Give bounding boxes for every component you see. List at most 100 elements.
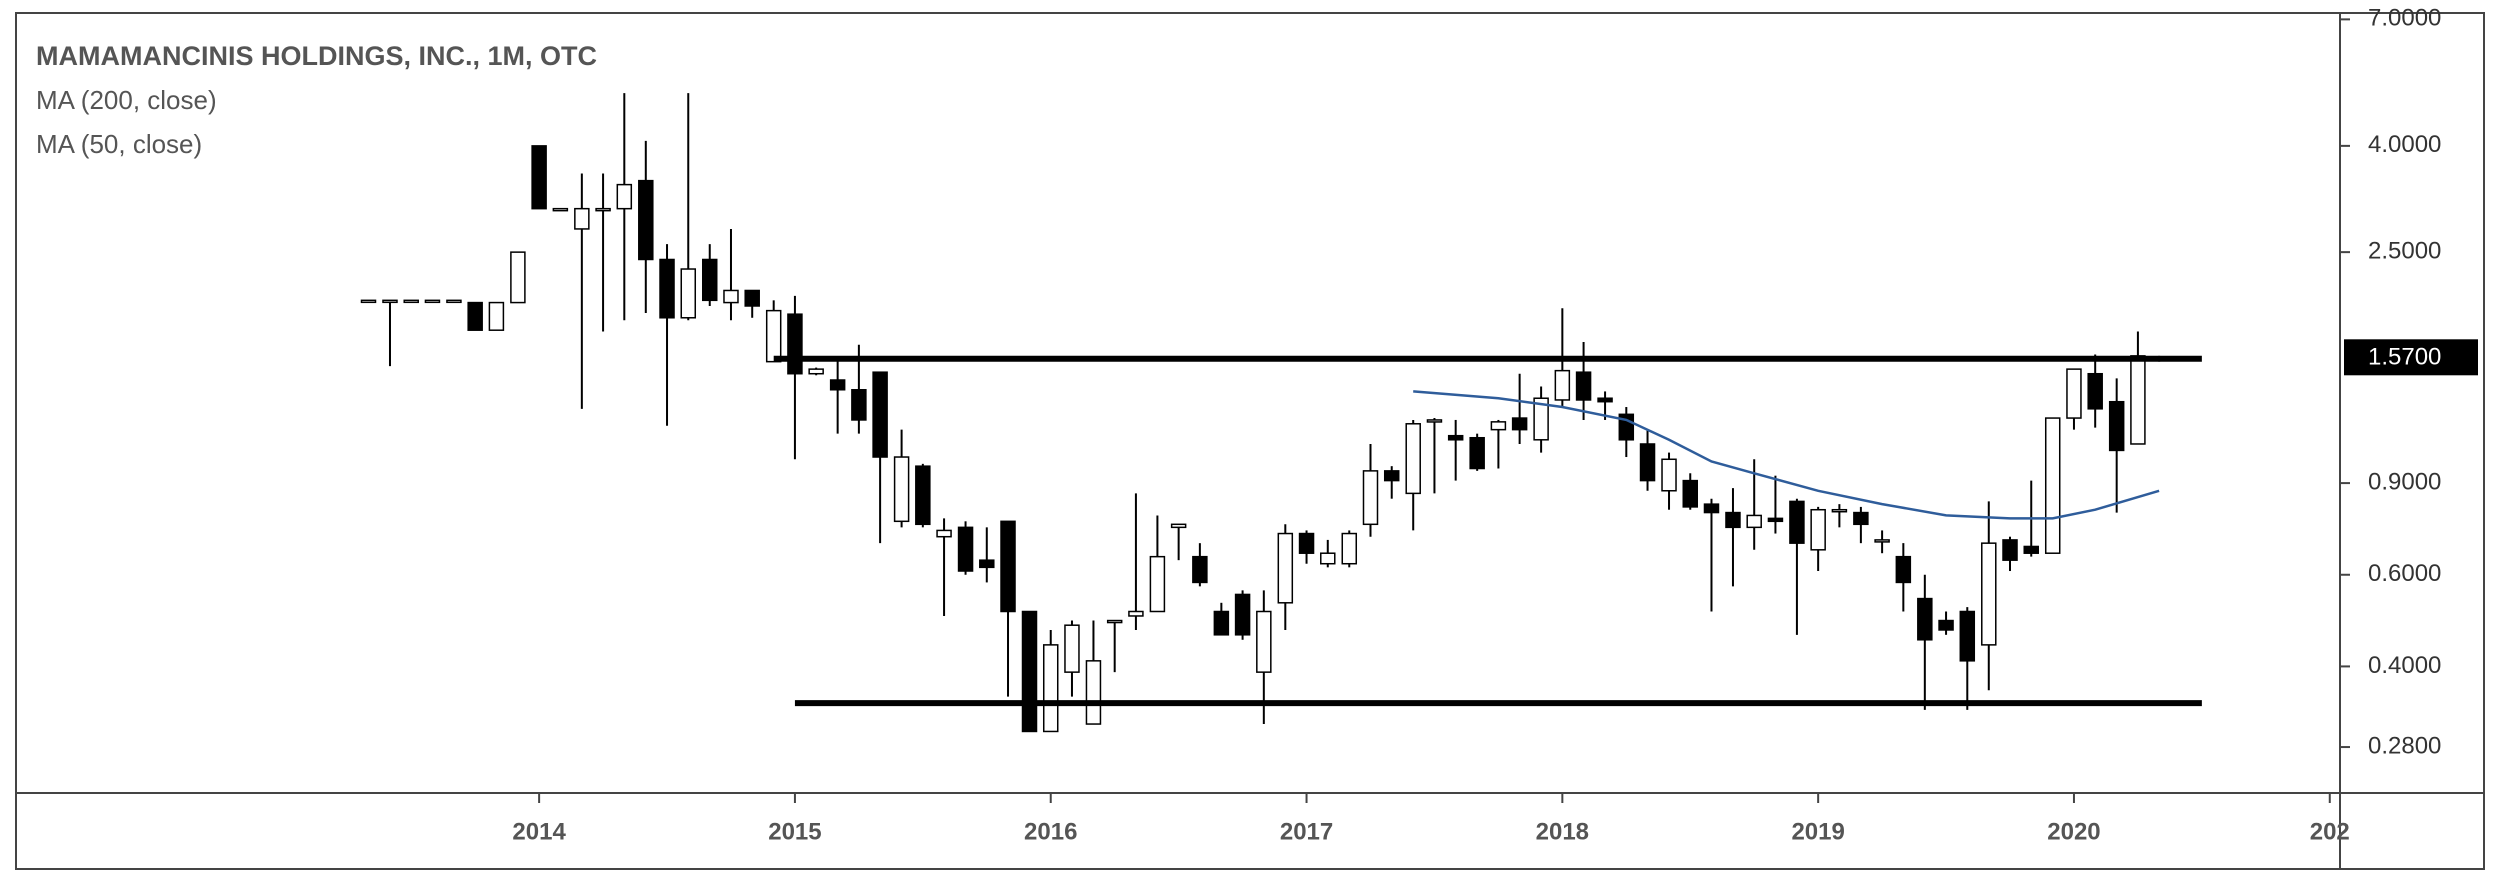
candle-body [1341,532,1358,565]
candle-body [1533,397,1549,441]
candle-body [1789,500,1805,544]
candle-body [1085,660,1102,725]
candle-body [1320,552,1336,565]
candle-body [1874,539,1890,543]
candle-body [659,258,675,319]
x-tick-label: 2017 [1280,818,1333,845]
candle-body [552,207,569,212]
candle-body [360,299,377,304]
candle-body [1981,542,1997,646]
candle-body [1383,470,1400,482]
legend-label: MA (200, close) [36,85,217,115]
ma-line [1413,390,2160,520]
candle-body [1895,555,1912,584]
x-tick-label: 2018 [1536,818,1589,845]
candle-body [1746,514,1762,529]
candle-body [488,301,505,331]
candle-body [638,179,654,261]
candle-body [1725,511,1741,529]
y-tick-label: 2.5000 [2368,237,2441,264]
candle-body [936,529,952,538]
x-tick-label: 2014 [512,818,566,845]
candle-body [2066,368,2082,419]
candle-body [1234,593,1251,636]
candle-body [2023,545,2039,554]
x-tick-label: 2019 [1791,818,1844,845]
candle-body [1938,619,1954,631]
candle-body [1853,511,1869,526]
candle-body [872,371,888,458]
candle-body [1917,597,1933,641]
candle-body [680,268,697,319]
candle-body [510,251,526,304]
candle-body [979,559,995,569]
candle-body [1277,532,1294,604]
candle-body [467,301,483,331]
candle-body [2087,372,2103,410]
candle-body [2044,417,2061,554]
candle-body [1554,369,1571,401]
candle-body [765,309,782,363]
x-tick-label: 2015 [768,818,821,845]
candle-body [616,183,633,210]
y-tick-label: 0.9000 [2368,468,2441,495]
y-tick-label: 0.6000 [2368,560,2441,587]
chart-title: MAMAMANCINIS HOLDINGS, INC., 1M, OTC [36,41,597,71]
candle-body [1064,624,1080,673]
candle-body [1767,517,1784,523]
candle-body [1405,423,1421,495]
candle-body [851,389,867,421]
y-tick-label: 7.0000 [2368,5,2441,32]
last-price-tag [2344,339,2478,376]
x-tick-label: 202 [2310,818,2350,845]
candle-body [1298,532,1315,554]
candle-body [1469,436,1485,470]
candle-body [1362,470,1379,526]
candle-body [1170,523,1187,529]
candle-body [787,313,803,375]
candle-body [1682,479,1699,508]
candle-body [1021,610,1038,733]
candle-body [446,299,462,304]
candle-body [1256,610,1272,673]
candle-body [1703,503,1720,514]
candle-body [531,145,547,210]
y-tick-label: 4.0000 [2368,131,2441,158]
candle-body [1000,520,1016,613]
candle-body [1831,508,1848,513]
last-price-label: 1.5700 [2368,344,2441,371]
candle-body [2108,400,2125,452]
candle-body [1426,419,1443,423]
candle-body [744,289,760,307]
candle-body [1447,434,1464,441]
candle-body [1575,371,1592,401]
candle-body [723,289,739,304]
candle-body [808,368,824,375]
candle-body [701,258,718,302]
candle-body [1149,555,1166,613]
candle-body [1661,458,1677,492]
candle-body [1128,610,1144,617]
candle-body [1106,619,1123,624]
candle-body [382,299,398,304]
candle-body [424,299,441,304]
candle-body [1810,508,1826,551]
chart-frame [15,12,2485,870]
candle-body [595,207,611,212]
candle-body [403,299,419,304]
candle-body [1597,397,1613,403]
candle-body [1511,417,1528,431]
candle-body [2002,539,2018,561]
candle-body [1490,421,1507,431]
x-tick-label: 2016 [1024,818,1077,845]
candle-body [829,379,846,391]
candle-body [1213,610,1230,636]
legend-label: MA (50, close) [36,129,202,159]
candle-body [1192,555,1208,584]
candle-body [957,526,974,572]
y-tick-label: 0.2800 [2368,732,2441,759]
candle-body [893,456,910,523]
candle-body [574,207,590,230]
candle-body [1959,610,1976,662]
